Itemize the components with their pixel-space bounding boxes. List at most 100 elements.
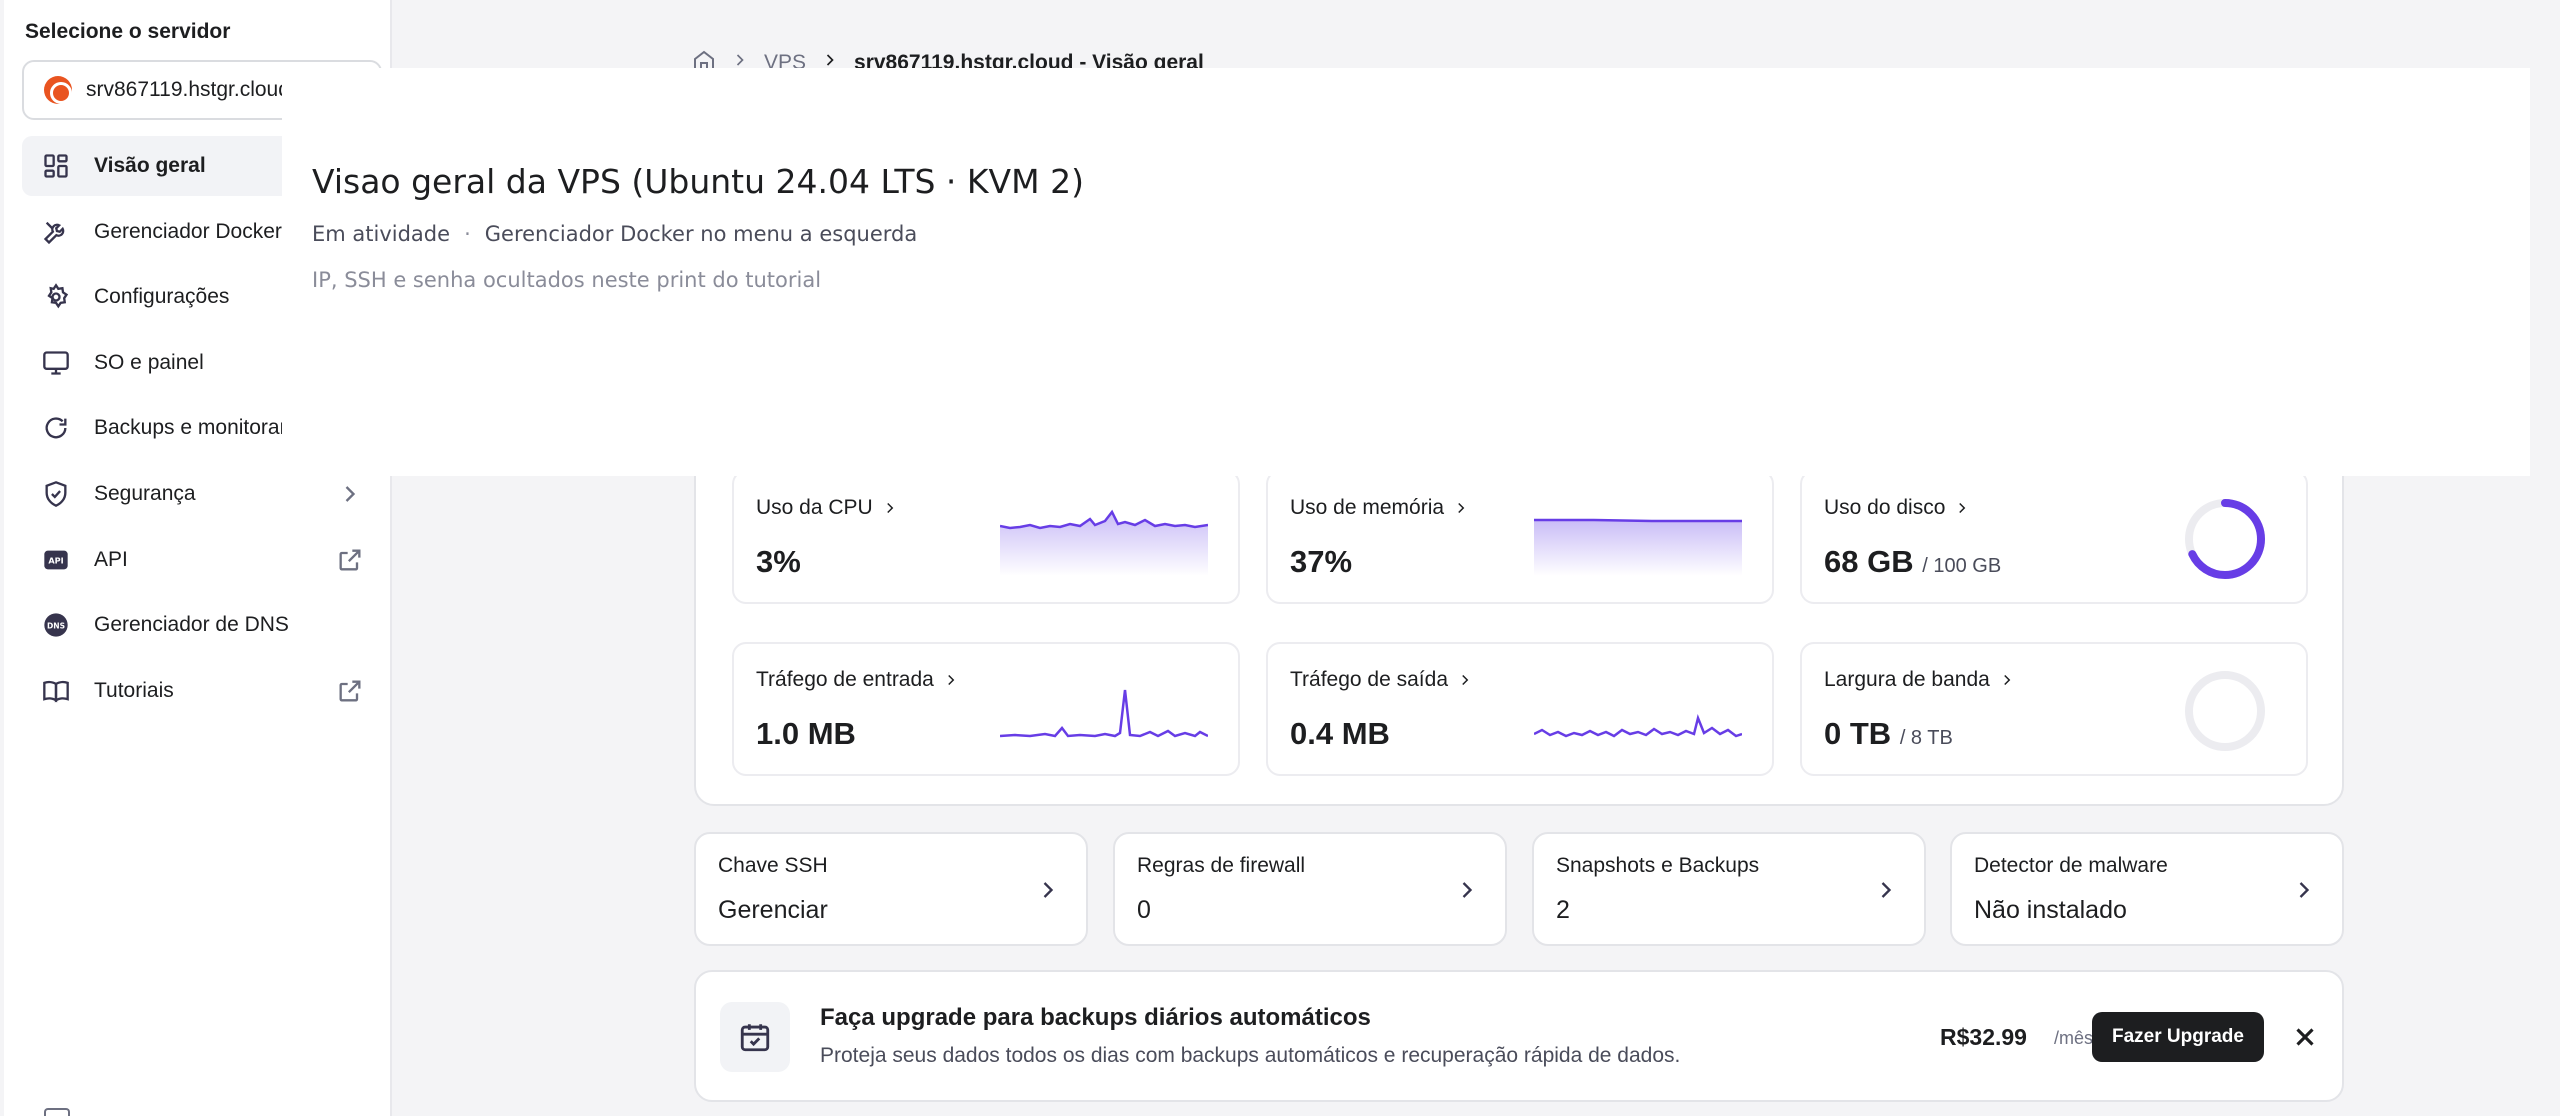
snapshots-backups-title: Snapshots e Backups	[1556, 854, 1760, 877]
disk-usage-title: Uso do disco	[1824, 496, 1946, 519]
bandwidth-card[interactable]: Largura de banda 0 TB / 8 TB	[1800, 642, 2308, 776]
sidebar-item-api[interactable]: API API	[22, 530, 378, 590]
disk-usage-total: / 100 GB	[1922, 555, 2002, 577]
memory-usage-card[interactable]: Uso de memória 37%	[1266, 470, 1774, 604]
sidebar-item-settings[interactable]: Configurações	[22, 267, 378, 327]
traffic-out-value: 0.4 MB	[1290, 716, 1390, 751]
sidebar-item-label: SO e painel	[94, 350, 204, 374]
disk-ring-arc	[2185, 499, 2265, 579]
bandwidth-ring	[2185, 671, 2265, 751]
chevron-right-icon	[820, 50, 840, 76]
traffic-out-card[interactable]: Tráfego de saída 0.4 MB	[1266, 642, 1774, 776]
traffic-out-sparkline-line	[1534, 713, 1742, 738]
traffic-in-title: Tráfego de entrada	[756, 668, 934, 691]
upgrade-period: /mês	[2054, 1028, 2094, 1048]
sidebar-item-label: Tutoriais	[94, 678, 174, 702]
malware-detector-title: Detector de malware	[1974, 854, 2168, 877]
upgrade-button[interactable]: Fazer Upgrade	[2092, 1012, 2264, 1062]
overlay-subtitle: Em atividade · Gerenciador Docker no menu …	[312, 222, 917, 246]
traffic-out-title-row: Tráfego de saída	[1290, 668, 1474, 692]
sidebar-item-label: Segurança	[94, 481, 196, 505]
api-icon: API	[40, 544, 72, 576]
server-select[interactable]: srv867119.hstgr.cloud	[22, 60, 382, 120]
memory-usage-value: 37%	[1290, 544, 1353, 579]
tools-icon	[40, 216, 72, 248]
sidebar-item-os-panel[interactable]: SO e painel	[22, 333, 378, 393]
ssh-key-title: Chave SSH	[718, 854, 828, 877]
chevron-right-icon	[336, 480, 364, 508]
sidebar-item-label: Visão geral	[94, 154, 206, 177]
sidebar-item-label: Configurações	[94, 285, 230, 309]
disk-usage-value: 68 GB	[1824, 544, 1914, 579]
firewall-rules-value: 0	[1137, 896, 1151, 924]
disk-usage-ring	[2185, 499, 2265, 579]
overlay-note: IP, SSH e senha ocultados neste print do…	[312, 268, 822, 292]
traffic-in-sparkline-line	[1000, 689, 1208, 738]
traffic-out-title: Tráfego de saída	[1290, 668, 1448, 691]
monitor-icon	[40, 347, 72, 379]
dns-icon: DNS	[40, 609, 72, 641]
chevron-right-icon	[1959, 502, 1966, 514]
chevron-right-icon	[1462, 882, 1473, 898]
calendar-check-icon	[720, 1002, 790, 1072]
cpu-usage-card[interactable]: Uso da CPU 3%	[732, 470, 1240, 604]
chevron-right-icon	[1881, 882, 1892, 898]
svg-text:API: API	[48, 555, 63, 565]
tutorial-overlay: Visao geral da VPS (Ubuntu 24.04 LTS · K…	[282, 68, 2530, 476]
cpu-sparkline	[1000, 509, 1208, 576]
collapse-icon[interactable]	[44, 1108, 70, 1116]
server-select-label: Selecione o servidor	[25, 20, 231, 43]
memory-usage-title: Uso de memória	[1290, 496, 1445, 519]
server-name: srv867119.hstgr.cloud	[86, 78, 290, 101]
gear-icon	[40, 281, 72, 313]
memory-sparkline-line	[1534, 518, 1742, 523]
refresh-icon	[40, 412, 72, 444]
upgrade-banner: Faça upgrade para backups diários automá…	[694, 970, 2344, 1102]
traffic-in-value: 1.0 MB	[756, 716, 856, 751]
sidebar-item-label: Gerenciador Docker	[94, 219, 282, 243]
disk-usage-card[interactable]: Uso do disco 68 GB / 100 GB	[1800, 470, 2308, 604]
traffic-out-sparkline	[1534, 713, 1742, 738]
bandwidth-value: 0 TB	[1824, 716, 1892, 751]
chevron-right-icon	[2299, 882, 2310, 898]
bandwidth-title: Largura de banda	[1824, 668, 1990, 691]
svg-text:DNS: DNS	[47, 622, 65, 631]
traffic-in-card[interactable]: Tráfego de entrada 1.0 MB	[732, 642, 1240, 776]
sidebar-item-tutorials[interactable]: Tutoriais	[22, 661, 378, 721]
overlay-title: Visao geral da VPS (Ubuntu 24.04 LTS · K…	[312, 162, 1084, 201]
firewall-rules-card[interactable]: Regras de firewall 0	[1113, 832, 1507, 946]
memory-sparkline	[1534, 518, 1742, 576]
external-link-icon	[336, 546, 364, 574]
sidebar-item-backups[interactable]: Backups e monitoramento	[22, 398, 378, 458]
bandwidth-value-row: 0 TB / 8 TB	[1824, 716, 1953, 752]
book-icon	[40, 675, 72, 707]
bandwidth-ring-track	[2185, 671, 2265, 751]
ssh-key-card[interactable]: Chave SSH Gerenciar	[694, 832, 1088, 946]
sidebar-item-label: Gerenciador de DNS	[94, 613, 289, 637]
malware-detector-card[interactable]: Detector de malware Não instalado	[1950, 832, 2344, 946]
cpu-usage-title-row: Uso da CPU	[756, 496, 899, 520]
snapshots-backups-card[interactable]: Snapshots e Backups 2	[1532, 832, 1926, 946]
dashboard-grid-icon	[40, 150, 72, 182]
bandwidth-total: / 8 TB	[1899, 727, 1953, 749]
memory-usage-title-row: Uso de memória	[1290, 496, 1470, 520]
malware-detector-value: Não instalado	[1974, 896, 2127, 924]
chevron-right-icon	[886, 502, 894, 514]
sidebar-item-dns[interactable]: DNS Gerenciador de DNS	[22, 595, 378, 655]
cpu-usage-title: Uso da CPU	[756, 496, 873, 519]
cpu-usage-value: 3%	[756, 544, 801, 579]
chevron-right-icon	[1043, 882, 1054, 898]
chevron-right-icon	[1462, 674, 1469, 686]
upgrade-description: Proteja seus dados todos os dias com bac…	[820, 1044, 1681, 1067]
sidebar-item-docker[interactable]: Gerenciador Docker	[22, 202, 378, 262]
cpu-sparkline-area	[1000, 512, 1208, 576]
external-link-icon	[336, 677, 364, 705]
sidebar-item-label: API	[94, 547, 128, 571]
overlay-hint: Gerenciador Docker no menu a esquerda	[484, 222, 918, 246]
shield-icon	[40, 478, 72, 510]
close-icon[interactable]	[2290, 1022, 2320, 1052]
sidebar-item-security[interactable]: Segurança	[22, 464, 378, 524]
memory-sparkline-area	[1534, 520, 1742, 576]
firewall-rules-title: Regras de firewall	[1137, 854, 1306, 877]
sidebar-item-label: Backups e monitoramento	[94, 416, 338, 440]
